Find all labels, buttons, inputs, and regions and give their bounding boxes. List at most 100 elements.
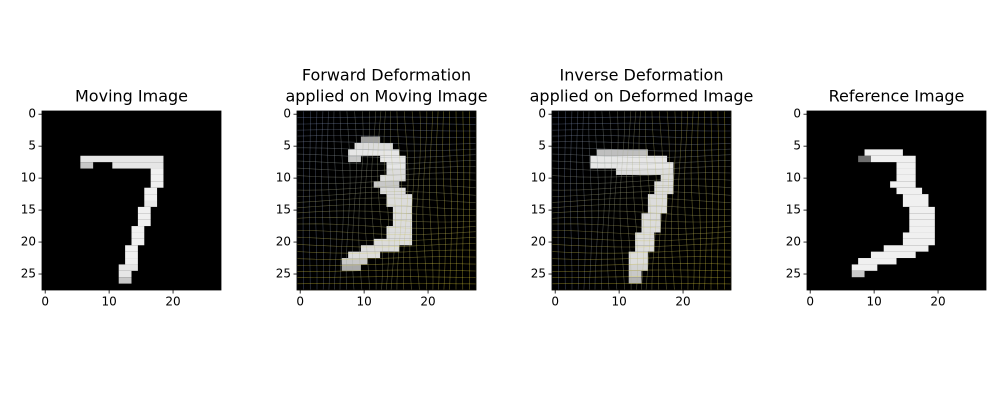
- deformation-grid-line: [435, 110, 440, 291]
- deformation-grid-line: [677, 111, 683, 291]
- deformation-grid-line: [607, 110, 612, 291]
- pixel-run: [858, 258, 897, 265]
- deformation-grid-line: [308, 111, 311, 291]
- deformation-grid-line: [632, 110, 638, 291]
- pixel-run: [864, 149, 903, 156]
- pixel-run: [635, 238, 655, 246]
- deformation-grid-line: [576, 110, 580, 291]
- pixel-run: [851, 264, 878, 271]
- pixel-run: [131, 238, 145, 246]
- deformation-grid-line: [296, 256, 477, 260]
- deformation-grid-line: [552, 269, 732, 272]
- deformation-grid-line: [717, 110, 720, 291]
- y-tick-label: 10: [276, 171, 291, 185]
- pixel-run: [902, 238, 935, 246]
- deformation-grid-line: [724, 110, 726, 290]
- pixel-run: [858, 155, 871, 163]
- y-tick-label: 10: [531, 171, 546, 185]
- pixel-run: [647, 200, 668, 207]
- pixel-run: [641, 213, 661, 220]
- deformation-grid-line: [442, 110, 446, 291]
- pixel-run: [902, 200, 929, 207]
- deformation-grid-line: [416, 110, 421, 291]
- deformation-grid-line: [551, 243, 732, 248]
- pixel-run: [386, 226, 413, 233]
- subplot: 0 10 20 0 5 10 15 20 25 Reference Image: [786, 87, 987, 309]
- pixel-run: [80, 155, 164, 163]
- deformation-grid-line: [690, 110, 695, 291]
- pixel-run: [386, 200, 413, 207]
- pixel-run: [870, 155, 916, 163]
- deformation-grid-line: [600, 110, 606, 291]
- x-tick-label: 20: [420, 295, 435, 309]
- deformation-grid-line: [551, 178, 732, 185]
- x-tick-label: 0: [551, 295, 559, 309]
- pixel-run: [386, 162, 406, 169]
- y-tick-label: 15: [786, 203, 801, 217]
- deformation-grid-line: [645, 110, 651, 291]
- x-tick-label: 20: [930, 295, 945, 309]
- pixel-run: [896, 174, 916, 182]
- deformation-grid-line: [371, 110, 377, 290]
- deformation-grid-line: [396, 110, 402, 291]
- deformation-grid-line: [333, 110, 338, 291]
- deformation-grid-line: [557, 111, 559, 291]
- pixel-run: [890, 181, 916, 188]
- deformation-grid-line: [296, 276, 477, 278]
- y-tick-label: 25: [531, 267, 546, 281]
- x-tick-label: 20: [165, 295, 180, 309]
- axes-frame: [806, 110, 987, 291]
- pixel-run: [386, 232, 413, 239]
- pixel-run: [137, 206, 151, 214]
- pixel-run: [909, 206, 935, 214]
- deformation-grid-line: [551, 216, 732, 223]
- x-tick-label: 0: [296, 295, 304, 309]
- pixel-run: [896, 168, 916, 175]
- deformation-grid-line: [469, 110, 471, 290]
- deformation-grid-line: [551, 262, 732, 266]
- deformation-grid-line: [594, 110, 599, 291]
- pixel-run: [635, 232, 655, 239]
- pixel-run: [354, 142, 393, 150]
- deformation-grid-line: [552, 116, 732, 118]
- pixel-run: [647, 206, 668, 214]
- deformation-grid-line: [552, 147, 732, 152]
- deformation-grid-line: [551, 141, 732, 145]
- y-tick-label: 20: [276, 235, 291, 249]
- deformation-grid-line: [462, 110, 465, 291]
- deformation-grid-line: [651, 110, 657, 291]
- deformation-grid-line: [390, 110, 396, 291]
- pixel-run: [883, 245, 929, 252]
- pixel-run: [373, 238, 413, 246]
- pixel-run: [596, 149, 648, 156]
- deformation-grid-line: [551, 256, 732, 260]
- pixel-run: [118, 264, 138, 271]
- deformation-grid-line: [296, 236, 477, 242]
- deformation-grid-line: [551, 135, 732, 139]
- deformation-grid-line: [296, 178, 477, 185]
- y-tick-label: 5: [28, 139, 36, 153]
- deformation-grid-line: [697, 110, 701, 291]
- deformation-grid-line: [409, 110, 415, 291]
- pixel-run: [373, 181, 400, 188]
- deformation-grid-line: [345, 110, 351, 291]
- y-tick-label: 25: [276, 267, 291, 281]
- deformation-grid-line: [296, 172, 477, 178]
- deformation-grid-line: [551, 210, 732, 216]
- deformation-grid-line: [422, 111, 428, 291]
- deformation-grid-line: [455, 110, 458, 290]
- deformation-grid-line: [638, 110, 645, 291]
- y-tick-label: 0: [793, 107, 801, 121]
- y-tick-label: 20: [531, 235, 546, 249]
- deformation-grid-line: [429, 110, 434, 291]
- deformation-grid-line: [296, 204, 477, 210]
- pixel-run: [628, 264, 648, 271]
- pixel-run: [628, 251, 648, 259]
- y-tick-label: 20: [21, 235, 36, 249]
- deformation-grid-line: [383, 110, 390, 291]
- deformation-grid-line: [551, 204, 732, 210]
- deformation-grid-line: [671, 110, 676, 291]
- deformation-grid-line: [296, 210, 477, 216]
- y-tick-label: 0: [538, 107, 546, 121]
- subplot-title: applied on Deformed Image: [530, 87, 754, 106]
